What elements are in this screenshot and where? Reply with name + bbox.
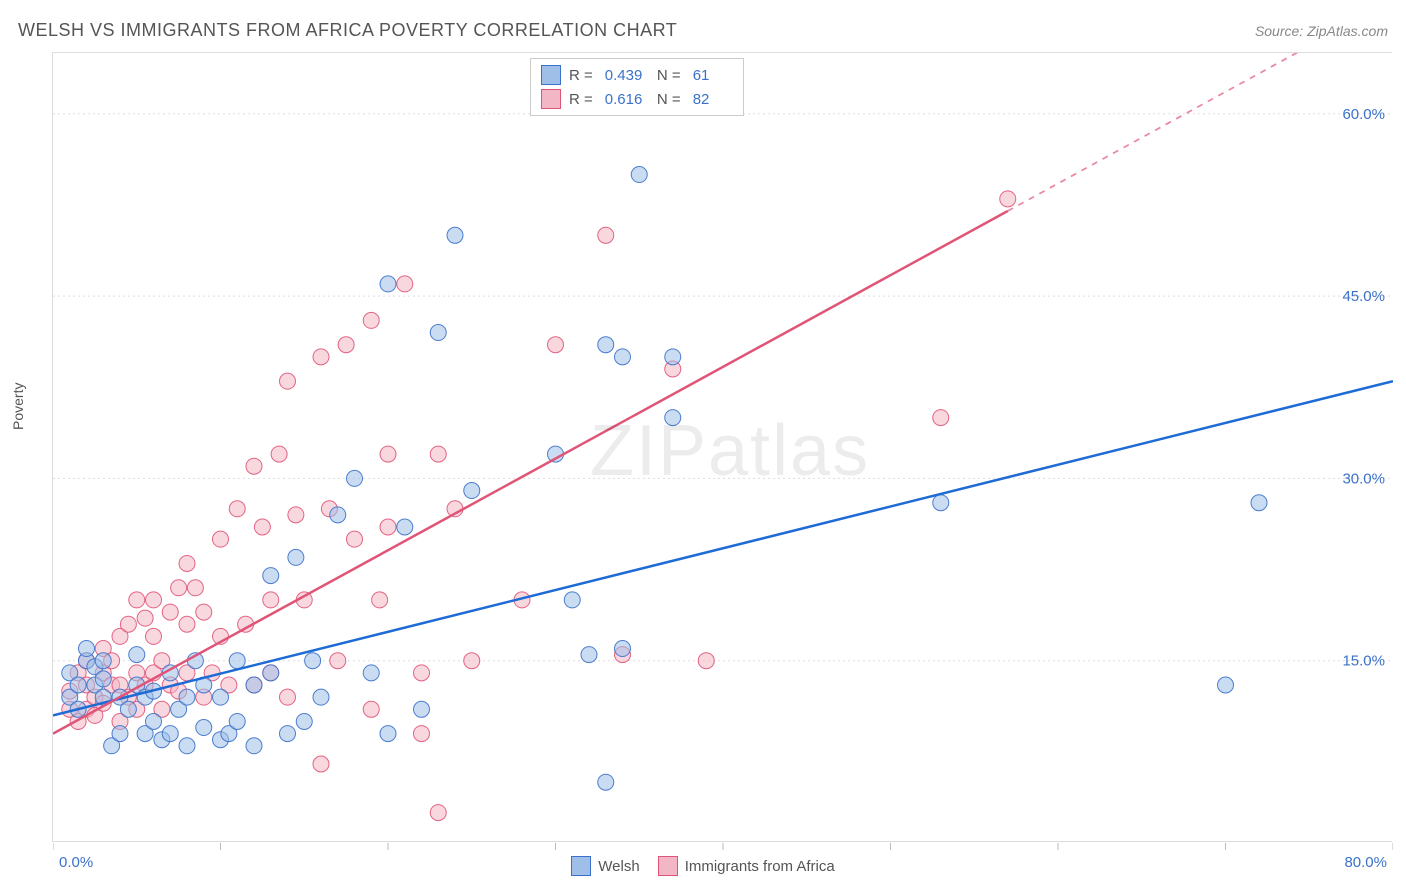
legend-item-africa: Immigrants from Africa [658, 856, 835, 876]
stat-r-value-welsh: 0.439 [605, 67, 645, 84]
stats-box: R = 0.439 N = 61 R = 0.616 N = 82 [530, 58, 744, 116]
swatch-welsh [541, 65, 561, 85]
stats-row-welsh: R = 0.439 N = 61 [541, 63, 733, 87]
chart-source: Source: ZipAtlas.com [1255, 23, 1388, 39]
legend-label-africa: Immigrants from Africa [685, 858, 835, 875]
stat-r-label: R = [569, 91, 593, 108]
stats-row-africa: R = 0.616 N = 82 [541, 87, 733, 111]
stat-n-value-africa: 82 [693, 91, 733, 108]
stat-n-label: N = [653, 67, 681, 84]
stat-n-label: N = [653, 91, 681, 108]
chart-plot-area: 15.0%30.0%45.0%60.0%0.0%80.0% [52, 52, 1392, 842]
chart-title: WELSH VS IMMIGRANTS FROM AFRICA POVERTY … [18, 20, 677, 41]
stat-r-value-africa: 0.616 [605, 91, 645, 108]
stat-r-label: R = [569, 67, 593, 84]
y-axis-label: Poverty [10, 383, 26, 430]
chart-svg: 15.0%30.0%45.0%60.0%0.0%80.0% [53, 53, 1393, 883]
legend-bottom: Welsh Immigrants from Africa [0, 856, 1406, 876]
svg-text:45.0%: 45.0% [1342, 288, 1385, 305]
legend-swatch-africa [658, 856, 678, 876]
legend-label-welsh: Welsh [598, 858, 639, 875]
svg-text:30.0%: 30.0% [1342, 470, 1385, 487]
legend-item-welsh: Welsh [571, 856, 639, 876]
chart-header: WELSH VS IMMIGRANTS FROM AFRICA POVERTY … [18, 20, 1388, 41]
legend-swatch-welsh [571, 856, 591, 876]
swatch-africa [541, 89, 561, 109]
stat-n-value-welsh: 61 [693, 67, 733, 84]
svg-text:60.0%: 60.0% [1342, 106, 1385, 123]
svg-text:15.0%: 15.0% [1342, 653, 1385, 670]
